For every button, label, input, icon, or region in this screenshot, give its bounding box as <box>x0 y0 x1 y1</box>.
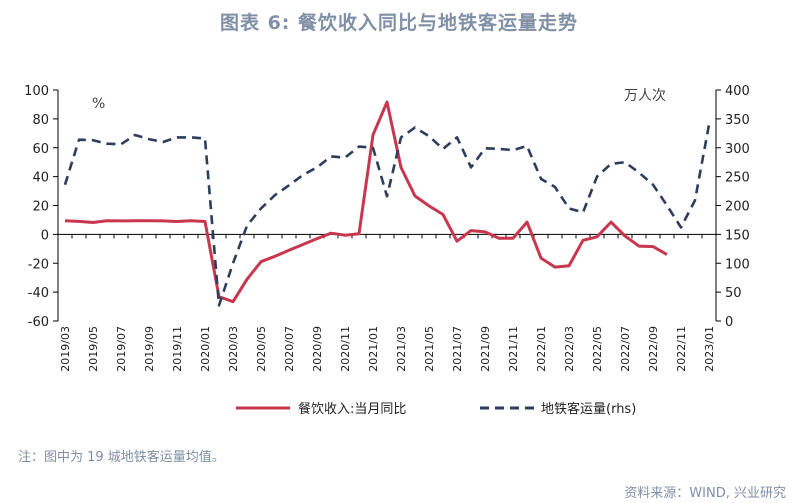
right-tick-label: 300 <box>725 142 750 157</box>
right-tick-label: 150 <box>725 228 750 243</box>
x-tick-label: 2020/05 <box>255 326 268 372</box>
x-tick-label: 2020/01 <box>199 326 212 372</box>
left-tick-label: 100 <box>24 84 49 99</box>
right-tick-label: 350 <box>725 113 750 128</box>
x-tick-label: 2021/05 <box>423 326 436 372</box>
x-tick-label: 2022/03 <box>563 326 576 372</box>
x-tick-label: 2021/11 <box>507 326 520 372</box>
left-tick-label: -20 <box>28 257 49 272</box>
left-tick-label: 80 <box>32 113 49 128</box>
series-line-catering <box>64 100 668 304</box>
source-label: 资料来源：WIND, 兴业研究 <box>624 486 786 501</box>
x-tick-label: 2019/09 <box>143 326 156 372</box>
x-tick-label: 2022/09 <box>647 326 660 372</box>
x-tick-label: 2023/01 <box>703 326 716 372</box>
axes <box>57 90 717 321</box>
x-axis-ticks: 2019/03 2019/05 2019/07 2019/09 2019/11 2020/… <box>57 234 717 372</box>
right-tick-label: 250 <box>725 171 750 186</box>
x-tick-label: 2021/01 <box>367 326 380 372</box>
chart-title: 图表 6: 餐饮收入同比与地铁客运量走势 <box>219 12 579 34</box>
left-tick-label: 0 <box>41 228 49 243</box>
legend-label-series1: 餐饮收入:当月同比 <box>298 401 406 417</box>
left-tick-label: 60 <box>32 142 49 157</box>
right-tick-label: 400 <box>725 84 750 99</box>
left-tick-label: 40 <box>32 171 49 186</box>
right-tick-label: 200 <box>725 200 750 215</box>
right-unit-label: 万人次 <box>624 88 666 104</box>
x-tick-label: 2019/05 <box>87 326 100 372</box>
x-tick-label: 2022/05 <box>591 326 604 372</box>
footnote: 注：图中为 19 城地铁客运量均值。 <box>18 450 225 465</box>
right-tick-label: 100 <box>725 257 750 272</box>
x-tick-label: 2020/03 <box>227 326 240 372</box>
legend: 餐饮收入:当月同比 地铁客运量(rhs) <box>236 401 636 417</box>
x-tick-label: 2022/01 <box>535 326 548 372</box>
left-y-axis-ticks: 100 80 60 40 20 0 -20 -40 -60 <box>24 84 58 330</box>
left-tick-label: 20 <box>32 200 49 215</box>
x-tick-label: 2021/03 <box>395 326 408 372</box>
right-tick-label: 50 <box>725 286 742 301</box>
legend-label-series2: 地铁客运量(rhs) <box>541 401 636 417</box>
left-tick-label: -60 <box>28 315 49 330</box>
x-tick-label: 2019/07 <box>115 326 128 372</box>
right-y-axis-ticks: 400 350 300 250 200 150 100 50 0 <box>716 84 750 330</box>
x-tick-label: 2022/11 <box>675 326 688 372</box>
x-tick-label: 2022/07 <box>619 326 632 372</box>
x-tick-label: 2021/09 <box>479 326 492 372</box>
x-tick-label: 2019/11 <box>171 326 184 372</box>
x-tick-label: 2020/09 <box>311 326 324 372</box>
series-lines <box>63 100 711 307</box>
series-line-subway <box>63 124 711 307</box>
left-unit-label: % <box>92 96 105 112</box>
x-tick-label: 2020/11 <box>339 326 352 372</box>
x-tick-label: 2020/07 <box>283 326 296 372</box>
x-tick-label: 2021/07 <box>451 326 464 372</box>
left-tick-label: -40 <box>28 286 49 301</box>
x-tick-label: 2019/03 <box>59 326 72 372</box>
right-tick-label: 0 <box>725 315 733 330</box>
